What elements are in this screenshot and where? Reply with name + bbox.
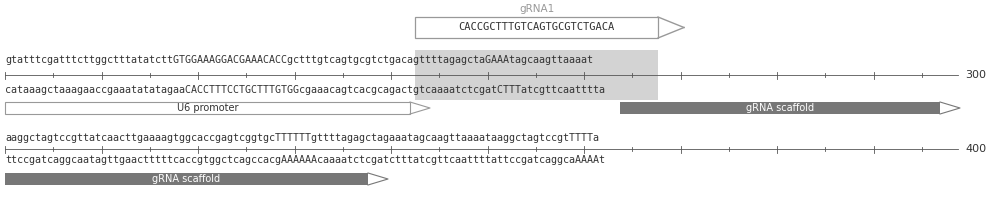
Bar [415, 17, 658, 38]
Text: cataaagctaaagaaccgaaatatatagaaCACCTTTCCTGCTTTGTGGcgaaacagtcacgcagactgtcaaaatctcg: cataaagctaaagaaccgaaatatatagaaCACCTTTCCT… [5, 85, 605, 95]
Bar [5, 102, 410, 114]
Text: gRNA scaffold: gRNA scaffold [152, 174, 221, 184]
Bar [5, 173, 368, 185]
Text: gRNA scaffold: gRNA scaffold [746, 103, 814, 113]
Text: gtatttcgatttcttggctttatatcttGTGGAAAGGACGAAACACCgctttgtcagtgcgtctgacagttttagagcta: gtatttcgatttcttggctttatatcttGTGGAAAGGACG… [5, 55, 593, 65]
Bar [620, 102, 940, 114]
Text: ttccgatcaggcaatagttgaactttttcaccgtggctcagccacgAAAAAAcaaaatctcgatctttatcgttcaattt: ttccgatcaggcaatagttgaactttttcaccgtggctca… [5, 155, 605, 165]
Text: 300: 300 [965, 70, 986, 80]
Text: aaggctagtccgttatcaacttgaaaagtggcaccgagtcggtgcTTTTTTgttttagagctagaaatagcaagttaaaa: aaggctagtccgttatcaacttgaaaagtggcaccgagtc… [5, 133, 599, 143]
Text: gRNA1: gRNA1 [519, 4, 554, 14]
Bar [415, 50, 658, 100]
Text: 400: 400 [965, 144, 986, 154]
Text: U6 promoter: U6 promoter [177, 103, 238, 113]
Text: CACCGCTTTGTCAGTGCGTCTGACA: CACCGCTTTGTCAGTGCGTCTGACA [458, 22, 615, 32]
